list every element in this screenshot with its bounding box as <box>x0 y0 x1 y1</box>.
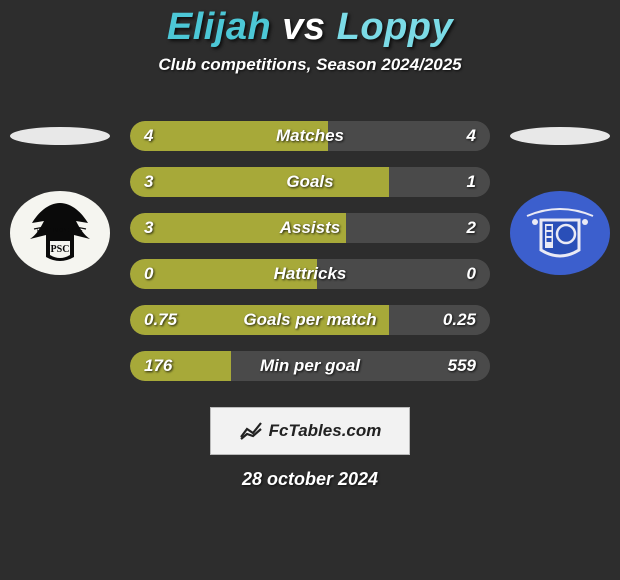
player1-name: Elijah <box>167 6 271 48</box>
comparison-title: Elijah vs Loppy <box>0 6 620 49</box>
crest-shadow-left <box>10 127 110 145</box>
stat-row: 0.750.25Goals per match <box>130 305 490 335</box>
card-root: Elijah vs Loppy Club competitions, Seaso… <box>0 0 620 580</box>
subtitle: Club competitions, Season 2024/2025 <box>0 55 620 75</box>
stat-label: Matches <box>130 121 490 151</box>
team-crest-left: PSC PORTIMONENSE <box>10 191 110 275</box>
right-crest-column <box>510 103 610 275</box>
stat-label: Hattricks <box>130 259 490 289</box>
player2-name: Loppy <box>337 6 453 48</box>
brand-plaque: FcTables.com <box>210 407 410 455</box>
team-crest-right <box>510 191 610 275</box>
crest-shadow-right <box>510 127 610 145</box>
stat-label: Min per goal <box>130 351 490 381</box>
stat-label: Assists <box>130 213 490 243</box>
stat-bars: 44Matches 31Goals 32Assists 00Hattricks 0.75… <box>130 121 490 397</box>
stat-label: Goals per match <box>130 305 490 335</box>
stat-row: 32Assists <box>130 213 490 243</box>
portimonense-crest-icon: PSC PORTIMONENSE <box>20 199 100 267</box>
generation-date: 28 october 2024 <box>0 469 620 490</box>
brand-text: FcTables.com <box>269 421 382 441</box>
stat-label: Goals <box>130 167 490 197</box>
stat-row: 44Matches <box>130 121 490 151</box>
svg-text:PSC: PSC <box>51 244 70 255</box>
vs-text: vs <box>282 6 325 48</box>
stat-row: 00Hattricks <box>130 259 490 289</box>
left-crest-column: PSC PORTIMONENSE <box>10 103 110 275</box>
chart-icon <box>239 421 265 441</box>
stat-row: 176559Min per goal <box>130 351 490 381</box>
comparison-area: PSC PORTIMONENSE <box>0 103 620 393</box>
stat-row: 31Goals <box>130 167 490 197</box>
vizela-crest-icon <box>521 198 599 268</box>
svg-text:PORTIMONENSE: PORTIMONENSE <box>37 228 84 234</box>
